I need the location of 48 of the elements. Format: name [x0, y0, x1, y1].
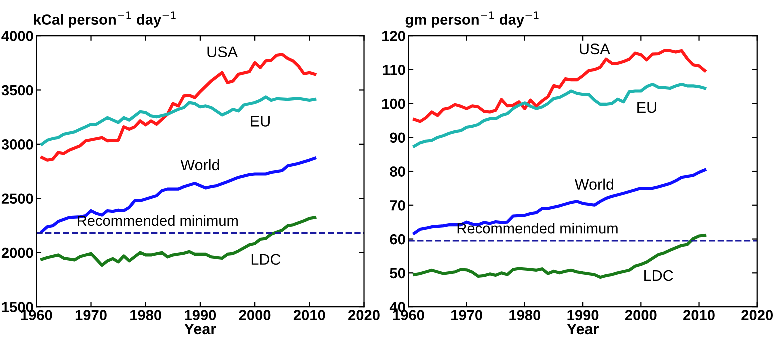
series-label: World: [574, 178, 614, 190]
y-tick-label: 120: [382, 31, 406, 42]
x-tick-label: 2000: [625, 310, 657, 321]
y-tick-label: 90: [390, 132, 406, 144]
line-series: [413, 234, 707, 280]
chart-title: kCal person$^{−1}$ day$^{−1}$: [34, 12, 176, 28]
line-series: [413, 82, 707, 148]
y-tick-label: 80: [390, 166, 406, 177]
x-tick-label: 1980: [130, 310, 162, 321]
y-tick-label: 4000: [2, 31, 34, 42]
series-label: LDC: [252, 254, 281, 266]
y-tick-label: 2500: [2, 194, 34, 204]
line-series: [40, 216, 317, 268]
y-tick-label: 2000: [2, 248, 34, 258]
chart-title: gm person$^{−1}$ day$^{−1}$: [406, 12, 539, 28]
line-series: [413, 168, 707, 236]
y-tick-label: 3000: [2, 140, 34, 150]
x-tick-label: 2020: [348, 310, 380, 321]
x-tick-label: 2000: [239, 310, 271, 321]
y-tick-label: 110: [383, 65, 406, 76]
series-label: USA: [580, 44, 610, 55]
ref-line-label: Recommended minimum: [78, 215, 238, 226]
x-tick-label: 1960: [21, 310, 52, 321]
x-tick-label: 1990: [185, 310, 216, 321]
x-tick-label: 2010: [684, 310, 715, 321]
x-axis-title: Year: [567, 324, 599, 335]
line-series: [40, 96, 317, 146]
series-label: World: [180, 159, 220, 171]
y-tick-label: 70: [390, 200, 406, 211]
x-tick-label: 1990: [568, 310, 599, 321]
y-tick-label: 50: [390, 268, 406, 279]
x-tick-label: 1970: [452, 310, 482, 321]
y-tick-label: 100: [382, 98, 406, 110]
x-axis-title: Year: [184, 324, 216, 335]
series-label: LDC: [644, 270, 674, 282]
series-label: EU: [251, 116, 270, 127]
y-tick-label: 3500: [2, 85, 34, 96]
line-series: [40, 156, 317, 234]
y-tick-label: 1500: [2, 302, 34, 312]
y-tick-label: 60: [390, 234, 406, 245]
x-tick-label: 1980: [510, 310, 541, 321]
series-label: USA: [208, 46, 238, 58]
ref-line-label: Recommended minimum: [458, 223, 618, 234]
x-tick-label: 1970: [76, 310, 107, 321]
x-tick-label: 2020: [742, 310, 774, 321]
x-tick-label: 2010: [294, 310, 326, 321]
series-label: EU: [638, 102, 656, 114]
x-tick-label: 1960: [393, 310, 424, 321]
